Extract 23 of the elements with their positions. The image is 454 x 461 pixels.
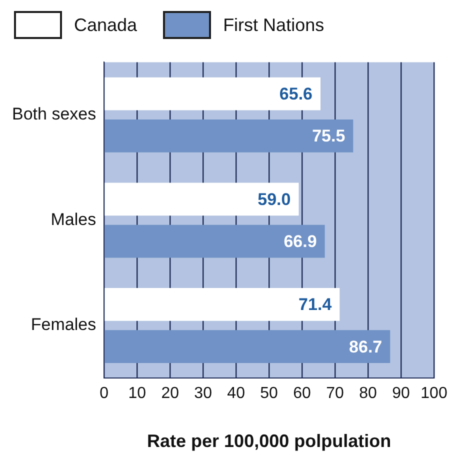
x-tick-label: 90 xyxy=(392,385,410,402)
x-tick-label: 30 xyxy=(194,385,212,402)
x-tick-label: 20 xyxy=(161,385,180,402)
data-label: 59.0 xyxy=(258,190,291,209)
legend-label: First Nations xyxy=(223,14,324,36)
data-label: 86.7 xyxy=(349,337,382,356)
x-tick-label: 50 xyxy=(260,385,278,402)
y-tick-label: Males xyxy=(50,210,96,229)
x-tick-label: 40 xyxy=(227,385,246,402)
data-label: 66.9 xyxy=(284,232,317,251)
x-tick-label: 60 xyxy=(293,385,312,402)
data-label: 71.4 xyxy=(298,295,332,314)
x-tick-label: 80 xyxy=(359,385,378,402)
x-axis-title: Rate per 100,000 polpulation xyxy=(147,431,392,452)
y-tick-label: Females xyxy=(30,315,96,334)
data-label: 65.6 xyxy=(279,84,313,104)
x-tick-label: 10 xyxy=(128,385,146,402)
y-tick-label: Both sexes xyxy=(12,104,96,124)
data-label: 75.5 xyxy=(312,126,346,146)
legend-label: Canada xyxy=(74,14,138,36)
x-tick-label: 70 xyxy=(326,385,344,402)
x-tick-label: 100 xyxy=(420,385,448,402)
x-tick-label: 0 xyxy=(100,385,109,402)
